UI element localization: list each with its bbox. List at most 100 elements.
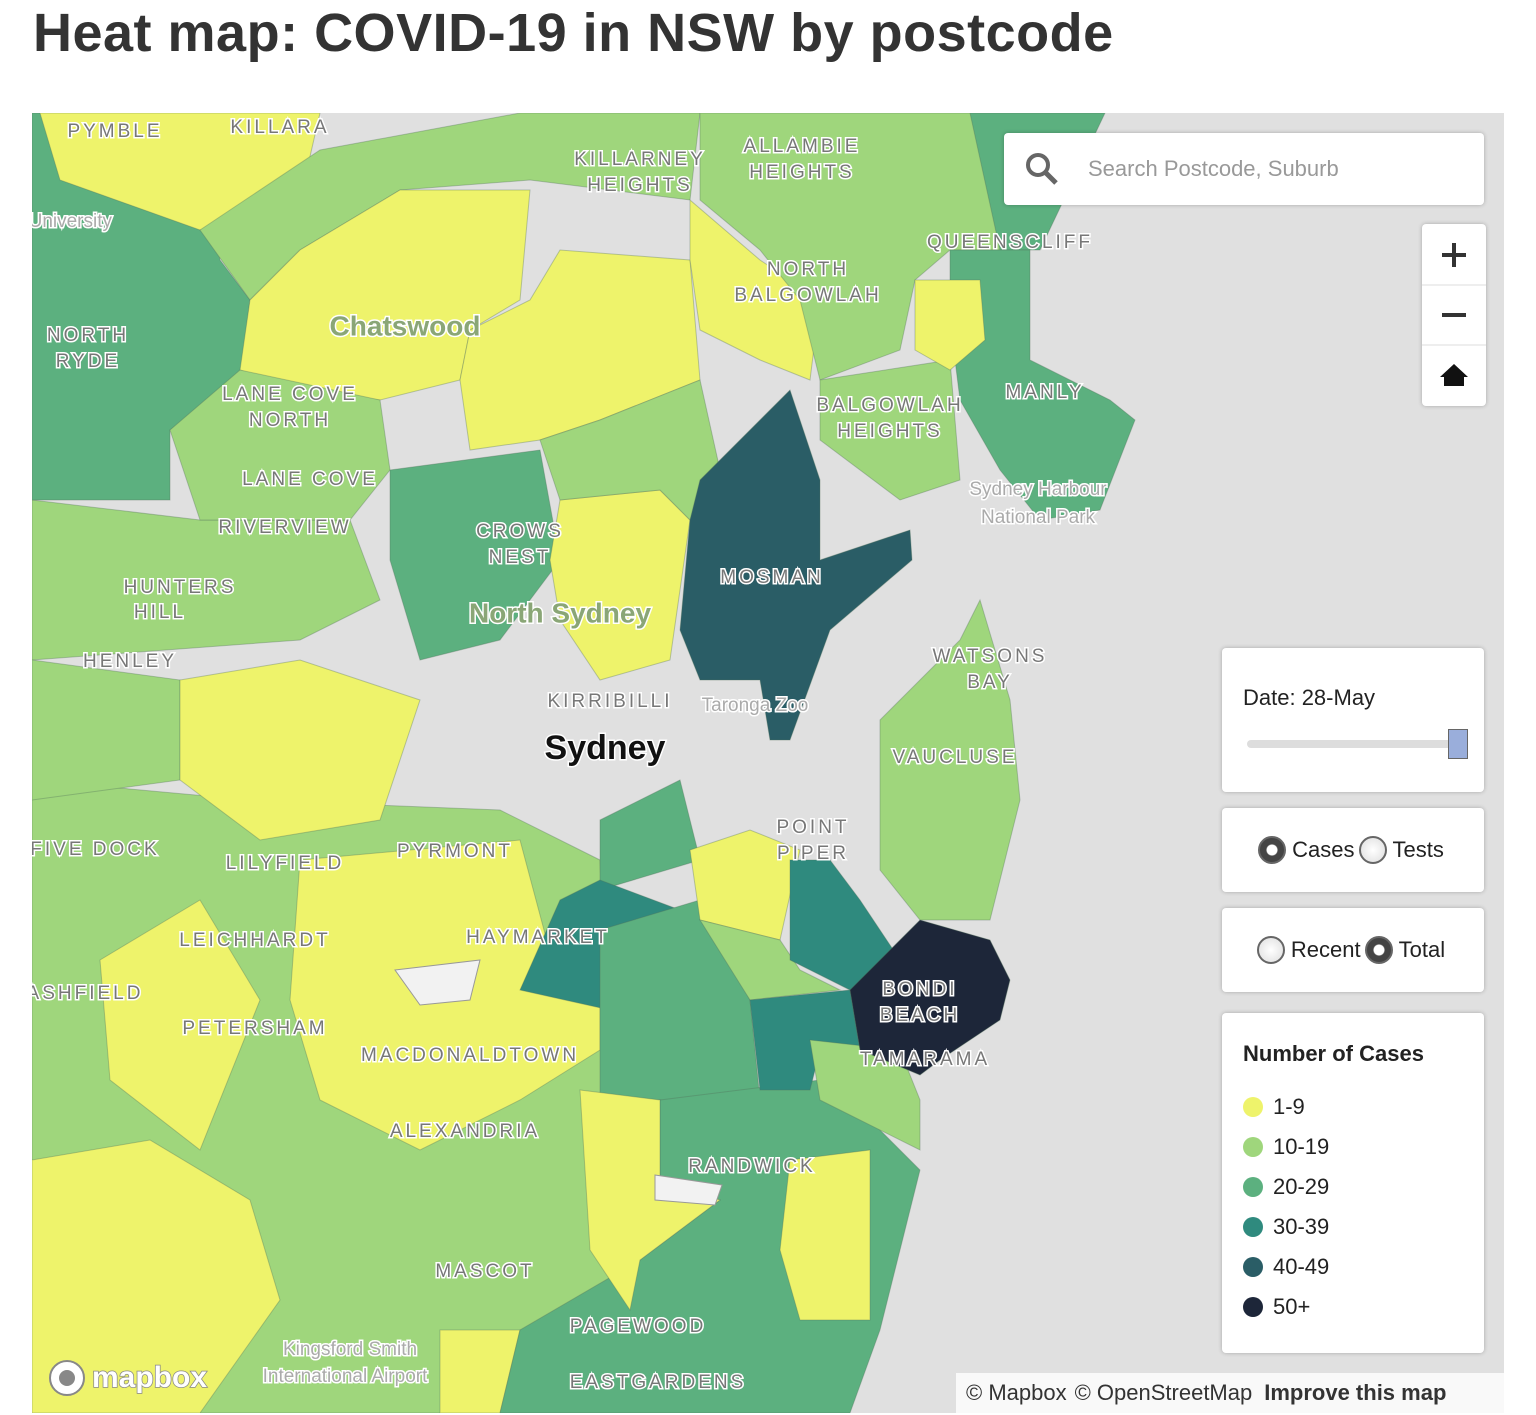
place-label: QUEENSCLIFF — [927, 232, 1093, 253]
place-label: LEICHHARDT — [179, 930, 330, 951]
legend-swatch — [1243, 1217, 1263, 1237]
postcode-area[interactable] — [579, 1089, 722, 1312]
place-label: RIVERVIEW — [218, 517, 351, 538]
postcode-area[interactable] — [32, 1139, 281, 1413]
search-icon — [1026, 153, 1058, 185]
attribution-link[interactable]: © OpenStreetMap — [1074, 1380, 1253, 1405]
place-label: Kingsford Smith — [283, 1339, 417, 1360]
postcode-area[interactable] — [779, 1149, 871, 1321]
place-label: MANLY — [1005, 382, 1084, 403]
slider-thumb[interactable] — [1448, 729, 1468, 759]
place-label: TAMARAMA — [860, 1049, 990, 1070]
place-label: HEIGHTS — [749, 162, 854, 183]
place-label: LILYFIELD — [226, 853, 345, 874]
postcode-area[interactable] — [879, 598, 1021, 921]
radio-button[interactable] — [1364, 936, 1393, 964]
postcode-area[interactable] — [179, 659, 421, 841]
legend-swatch — [1243, 1257, 1263, 1277]
radio-label[interactable]: Tests — [1392, 837, 1444, 862]
legend-label: 40-49 — [1273, 1254, 1330, 1279]
postcode-area[interactable] — [679, 389, 913, 741]
place-label: MOSMAN — [720, 567, 824, 588]
park — [654, 1174, 723, 1206]
zoom-control — [1422, 224, 1486, 406]
postcode-area[interactable] — [389, 449, 561, 661]
legend-swatch — [1243, 1177, 1263, 1197]
place-label: National Park — [981, 507, 1096, 528]
place-label: Sydney Harbour — [969, 479, 1107, 500]
place-label: HILL — [134, 602, 186, 623]
park — [394, 959, 481, 1006]
legend-label: 1-9 — [1273, 1094, 1305, 1119]
postcode-area[interactable] — [819, 359, 961, 501]
legend: Number of Cases 1-9 10-19 20-29 30-39 40-49 5… — [1222, 1013, 1484, 1353]
place-label: Taronga Zoo — [702, 695, 809, 716]
place-label: PYMBLE — [67, 121, 162, 142]
place-label: MACDONALDTOWN — [361, 1045, 579, 1066]
place-label: EASTGARDENS — [570, 1372, 747, 1393]
radio-label[interactable]: Total — [1398, 937, 1446, 962]
search-box[interactable]: Search Postcode, Suburb — [1004, 133, 1484, 205]
place-label: PYRMONT — [397, 841, 513, 862]
place-label: ALLAMBIE — [744, 136, 861, 157]
legend-item: 10-19 — [1243, 1127, 1463, 1167]
attribution: © Mapbox © OpenStreetMap Improve this ma… — [956, 1373, 1504, 1413]
place-label: KILLARNEY — [574, 149, 706, 170]
postcode-area[interactable] — [849, 919, 1011, 1076]
radio-button[interactable] — [1256, 936, 1285, 964]
place-label: BALGOWLAH — [734, 285, 881, 306]
legend-swatch — [1243, 1137, 1263, 1157]
legend-item: 20-29 — [1243, 1167, 1463, 1207]
legend-item: 1-9 — [1243, 1087, 1463, 1127]
home-button[interactable] — [1440, 364, 1468, 386]
place-label: HAYMARKET — [466, 927, 610, 948]
place-label: BALGOWLAH — [816, 395, 963, 416]
place-label: POINT — [776, 817, 849, 838]
legend-swatch — [1243, 1297, 1263, 1317]
period-panel: Recent Total — [1222, 908, 1484, 992]
place-label: ALEXANDRIA — [390, 1121, 540, 1142]
postcode-area[interactable] — [698, 919, 842, 1001]
mapbox-logo[interactable]: mapbox — [49, 1360, 208, 1396]
search-placeholder: Search Postcode, Suburb — [1088, 156, 1339, 181]
place-label: PAGEWOOD — [570, 1316, 707, 1337]
place-labels: PYMBLE KILLARA KILLARNEY HEIGHTS ALLAMBI… — [27, 116, 1109, 1395]
date-label: Date: 28-May — [1243, 685, 1376, 710]
postcode-area[interactable] — [949, 249, 1136, 521]
attribution-link[interactable]: © Mapbox — [966, 1380, 1067, 1405]
postcode-area[interactable] — [914, 279, 986, 371]
radio-label[interactable]: Cases — [1292, 837, 1355, 862]
place-label: RANDWICK — [688, 1156, 815, 1177]
zoom-in[interactable] — [1442, 243, 1466, 267]
place-label: ASHFIELD — [27, 983, 144, 1004]
postcode-area[interactable] — [32, 659, 181, 801]
place-label: BEACH — [880, 1005, 960, 1026]
page-title: Heat map: COVID-19 in NSW by postcode — [33, 3, 1114, 63]
radio-button[interactable] — [1258, 836, 1287, 864]
place-label: LANE COVE — [222, 384, 358, 405]
postcode-area[interactable] — [689, 198, 821, 381]
place-label: NORTH — [47, 325, 129, 346]
legend-label: 30-39 — [1273, 1214, 1330, 1239]
place-label: VAUCLUSE — [892, 747, 1017, 768]
legend-item: 50+ — [1243, 1287, 1463, 1327]
place-label: NORTH — [767, 259, 849, 280]
place-label: BAY — [967, 672, 1013, 693]
attribution-link[interactable]: Improve this map — [1264, 1380, 1447, 1405]
place-label: HEIGHTS — [587, 175, 692, 196]
date-slider[interactable] — [1247, 740, 1462, 748]
date-panel: Date: 28-May — [1222, 648, 1484, 792]
place-label: NEST — [489, 547, 552, 568]
radio-label[interactable]: Recent — [1290, 937, 1361, 962]
place-label: BONDI — [882, 979, 957, 1000]
postcode-areas — [32, 113, 1136, 1413]
measure-panel: Cases Tests — [1222, 808, 1484, 892]
radio-button[interactable] — [1358, 836, 1387, 864]
place-label: MASCOT — [435, 1261, 534, 1282]
postcode-area[interactable] — [99, 899, 261, 1151]
place-label: LANE COVE — [242, 469, 378, 490]
place-label: FIVE DOCK — [30, 839, 159, 860]
place-label: PETERSHAM — [182, 1018, 327, 1039]
postcode-area[interactable] — [439, 1329, 521, 1413]
